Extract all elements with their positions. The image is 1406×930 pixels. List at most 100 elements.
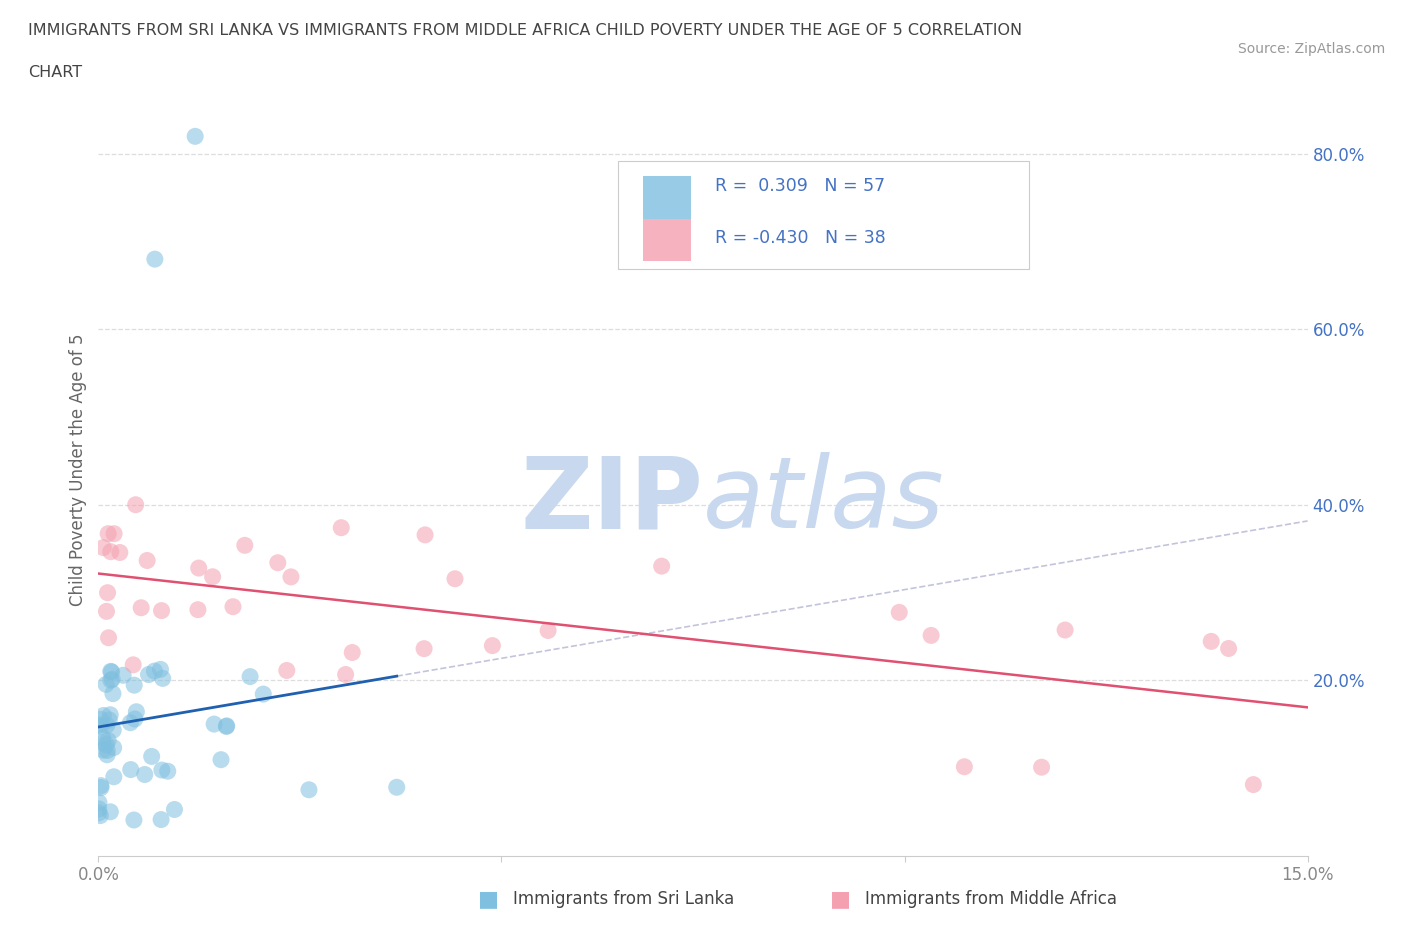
Point — [149, 662, 172, 677]
Point — [108, 545, 131, 560]
Point — [202, 717, 225, 732]
Text: ■: ■ — [478, 889, 499, 910]
Point — [889, 604, 911, 619]
Point — [124, 711, 146, 726]
Point — [101, 686, 124, 701]
Point — [143, 252, 166, 267]
Point — [141, 749, 163, 764]
Point — [239, 670, 262, 684]
Bar — [643, 219, 690, 261]
Point — [298, 782, 321, 797]
Point — [96, 743, 118, 758]
Point — [91, 736, 114, 751]
Point — [90, 778, 112, 793]
Point — [385, 780, 408, 795]
Text: atlas: atlas — [703, 452, 945, 549]
Point — [100, 544, 122, 559]
Point — [413, 527, 436, 542]
Point — [103, 526, 125, 541]
Point — [96, 718, 118, 733]
Point — [252, 686, 274, 701]
Point — [96, 748, 118, 763]
Point — [90, 711, 112, 726]
Point — [222, 599, 245, 614]
Point — [122, 678, 145, 693]
Point — [136, 553, 159, 568]
Point — [98, 804, 121, 819]
Point — [87, 717, 110, 732]
Point — [444, 571, 467, 586]
Point — [94, 677, 117, 692]
Point — [342, 645, 364, 660]
Point — [96, 604, 118, 618]
Point — [98, 708, 121, 723]
Point — [215, 719, 238, 734]
Y-axis label: Child Poverty Under the Age of 5: Child Poverty Under the Age of 5 — [69, 333, 87, 606]
Point — [413, 641, 436, 656]
Point — [89, 808, 111, 823]
Point — [481, 638, 503, 653]
Point — [330, 520, 353, 535]
Point — [129, 600, 152, 615]
Point — [97, 733, 120, 748]
Point — [1218, 641, 1240, 656]
Point — [187, 603, 209, 618]
Point — [100, 672, 122, 687]
Point — [1054, 622, 1077, 637]
Point — [87, 805, 110, 820]
Text: Source: ZipAtlas.com: Source: ZipAtlas.com — [1237, 42, 1385, 56]
Point — [122, 658, 145, 672]
Text: IMMIGRANTS FROM SRI LANKA VS IMMIGRANTS FROM MIDDLE AFRICA CHILD POVERTY UNDER T: IMMIGRANTS FROM SRI LANKA VS IMMIGRANTS … — [28, 23, 1022, 38]
Point — [150, 763, 173, 777]
Point — [537, 623, 560, 638]
Point — [233, 538, 256, 552]
Point — [98, 712, 121, 727]
Point — [97, 631, 120, 645]
Text: ■: ■ — [830, 889, 851, 910]
Point — [103, 769, 125, 784]
Text: CHART: CHART — [28, 65, 82, 80]
Point — [187, 561, 209, 576]
Point — [276, 663, 298, 678]
Text: Immigrants from Middle Africa: Immigrants from Middle Africa — [865, 890, 1116, 909]
Point — [215, 718, 238, 733]
Point — [267, 555, 290, 570]
Text: R = -0.430   N = 38: R = -0.430 N = 38 — [716, 229, 886, 247]
Point — [103, 740, 125, 755]
Point — [91, 730, 114, 745]
Point — [87, 802, 110, 817]
Point — [1199, 634, 1222, 649]
Point — [120, 715, 142, 730]
Point — [100, 664, 122, 679]
Point — [134, 767, 156, 782]
Point — [112, 668, 135, 683]
Point — [138, 667, 160, 682]
Point — [96, 737, 118, 752]
Point — [97, 526, 120, 541]
Point — [280, 569, 302, 584]
Point — [93, 708, 115, 723]
Point — [87, 795, 110, 810]
Point — [122, 813, 145, 828]
Point — [150, 604, 173, 618]
Point — [90, 719, 112, 734]
Point — [651, 559, 673, 574]
Point — [103, 723, 125, 737]
Point — [201, 569, 224, 584]
Point — [1241, 777, 1264, 792]
Point — [1031, 760, 1053, 775]
Point — [100, 664, 122, 679]
Point — [125, 704, 148, 719]
Point — [335, 667, 357, 682]
Point — [184, 129, 207, 144]
Point — [101, 671, 124, 686]
Text: Immigrants from Sri Lanka: Immigrants from Sri Lanka — [513, 890, 734, 909]
Point — [120, 763, 142, 777]
Point — [156, 764, 179, 778]
Point — [163, 802, 186, 817]
Point — [920, 628, 942, 643]
Point — [91, 540, 114, 555]
Text: R =  0.309   N = 57: R = 0.309 N = 57 — [716, 177, 886, 194]
Point — [953, 759, 976, 774]
Point — [125, 498, 148, 512]
